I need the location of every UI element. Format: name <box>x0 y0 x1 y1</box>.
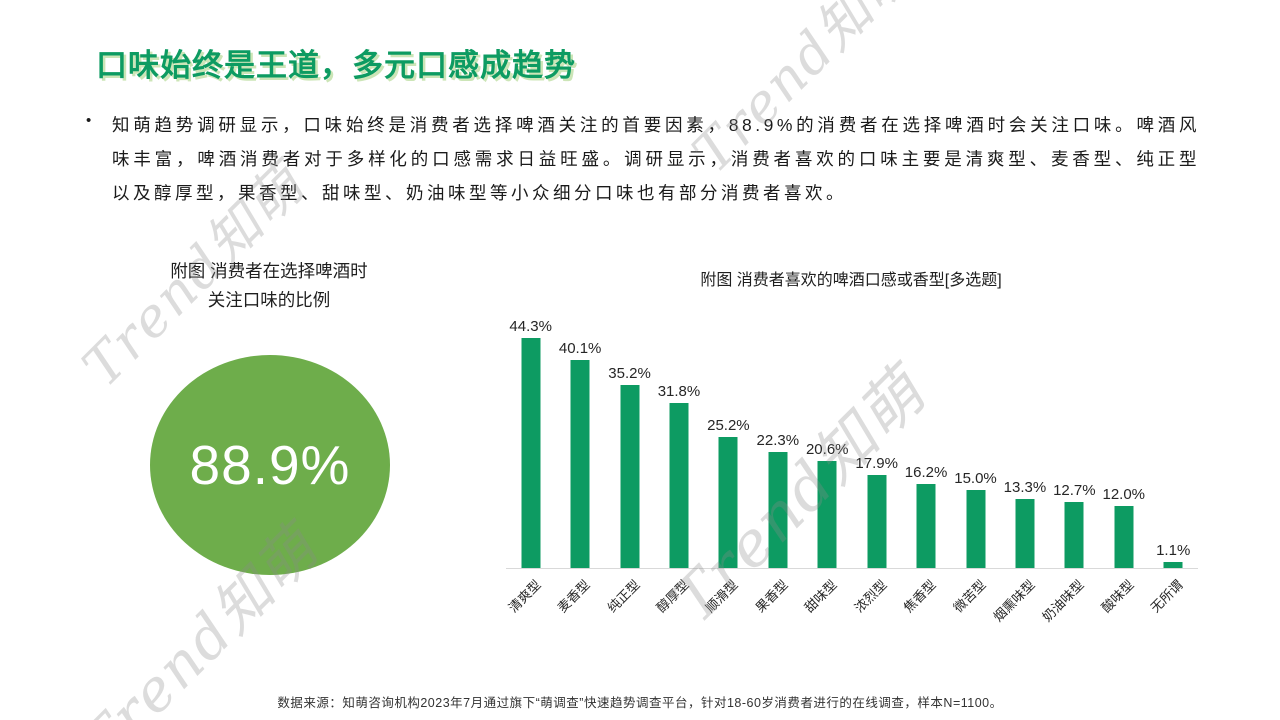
bar-value-label: 17.9% <box>855 454 898 472</box>
bar <box>1064 502 1084 568</box>
bar-category-label: 浓烈型 <box>851 577 890 616</box>
bar-category-label: 果香型 <box>752 577 791 616</box>
bullet-marker: • <box>86 112 92 129</box>
intro-paragraph-block: • 知萌趋势调研显示，口味始终是消费者选择啤酒关注的首要因素，88.9%的消费者… <box>84 108 1200 210</box>
bar <box>1163 562 1183 568</box>
bar <box>669 402 689 568</box>
bar-category-label: 甜味型 <box>801 577 840 616</box>
bar <box>620 385 640 568</box>
bar-column-12: 12.7% 奶油味型 <box>1040 300 1099 625</box>
bar <box>1114 505 1134 568</box>
bar <box>867 474 887 568</box>
bar-value-label: 15.0% <box>954 470 997 487</box>
bar <box>570 359 590 568</box>
bar-value-label: 40.1% <box>558 339 602 357</box>
bar <box>916 483 936 568</box>
bar <box>521 337 541 568</box>
bar-category-label: 酸味型 <box>1098 577 1137 616</box>
bar <box>768 452 788 568</box>
bar-column-7: 20.6% 甜味型 <box>802 300 852 615</box>
bar-column-2: 40.1% 麦香型 <box>555 300 604 616</box>
percentage-value: 88.9% <box>189 434 351 496</box>
bar-column-3: 35.2% 纯正型 <box>604 300 654 615</box>
bar-category-label: 烟熏味型 <box>990 577 1038 625</box>
bar-value-label: 31.8% <box>657 382 701 400</box>
intro-paragraph: 知萌趋势调研显示，口味始终是消费者选择啤酒关注的首要因素，88.9%的消费者在选… <box>112 115 1200 203</box>
bar-column-5: 25.2% 顺滑型 <box>703 300 753 615</box>
bar-column-4: 31.8% 醇厚型 <box>654 300 703 616</box>
bar-value-label: 12.7% <box>1053 482 1096 499</box>
bar-value-label: 22.3% <box>756 432 800 449</box>
bar-value-label: 20.6% <box>805 440 849 458</box>
bar <box>966 490 985 568</box>
bar <box>718 437 738 568</box>
bar-category-label: 醇厚型 <box>653 577 692 616</box>
bar-chart-plot: 44.3% 清爽型 40.1% 麦香型 35.2% 纯正型 31.8% 醇厚型 25.2% 顺滑型… <box>505 300 1198 625</box>
bar-category-label: 微苦型 <box>950 577 989 616</box>
bar-category-label: 奶油味型 <box>1039 577 1088 625</box>
bar <box>817 460 837 568</box>
bar-value-label: 1.1% <box>1156 542 1191 560</box>
bar-column-10: 15.0% 微苦型 <box>950 300 1000 615</box>
bar-value-label: 16.2% <box>904 463 948 481</box>
left-figure-caption-line1: 附图 消费者在选择啤酒时 <box>170 261 368 281</box>
bar-value-label: 25.2% <box>707 417 750 434</box>
bar-category-label: 麦香型 <box>554 577 593 616</box>
bar <box>1015 498 1035 568</box>
bar-column-9: 16.2% 焦香型 <box>901 300 950 616</box>
left-figure-caption-line2: 关注口味的比例 <box>207 290 331 310</box>
bar-category-label: 纯正型 <box>604 577 643 616</box>
bar-value-label: 44.3% <box>509 317 552 335</box>
percentage-circle: 88.9% <box>150 355 390 575</box>
bar-value-label: 12.0% <box>1102 485 1146 503</box>
bar-column-14: 1.1% 无所谓 <box>1148 300 1197 615</box>
bar-value-label: 13.3% <box>1003 478 1047 496</box>
bar-category-label: 清爽型 <box>505 577 544 616</box>
bar-category-label: 无所谓 <box>1147 577 1186 616</box>
bar-column-1: 44.3% 清爽型 <box>505 300 555 616</box>
bar-category-label: 顺滑型 <box>702 577 742 616</box>
bar-column-13: 12.0% 酸味型 <box>1098 300 1148 616</box>
bar-column-11: 13.3% 烟熏味型 <box>990 300 1049 625</box>
bar-column-6: 22.3% 果香型 <box>752 300 802 615</box>
left-figure-caption: 附图 消费者在选择啤酒时 关注口味的比例 <box>96 257 442 315</box>
bar-chart-title: 附图 消费者喜欢的啤酒口感或香型[多选题] <box>700 272 1002 289</box>
bar-category-label: 焦香型 <box>900 577 939 616</box>
bar-column-8: 17.9% 浓烈型 <box>851 300 901 615</box>
source-note: 数据来源：知萌咨询机构2023年7月通过旗下“萌调查”快速趋势调查平台，针对18… <box>277 696 1003 710</box>
page-title: 口味始终是王道，多元口感成趋势 <box>96 48 576 83</box>
bar-value-label: 35.2% <box>608 365 651 382</box>
